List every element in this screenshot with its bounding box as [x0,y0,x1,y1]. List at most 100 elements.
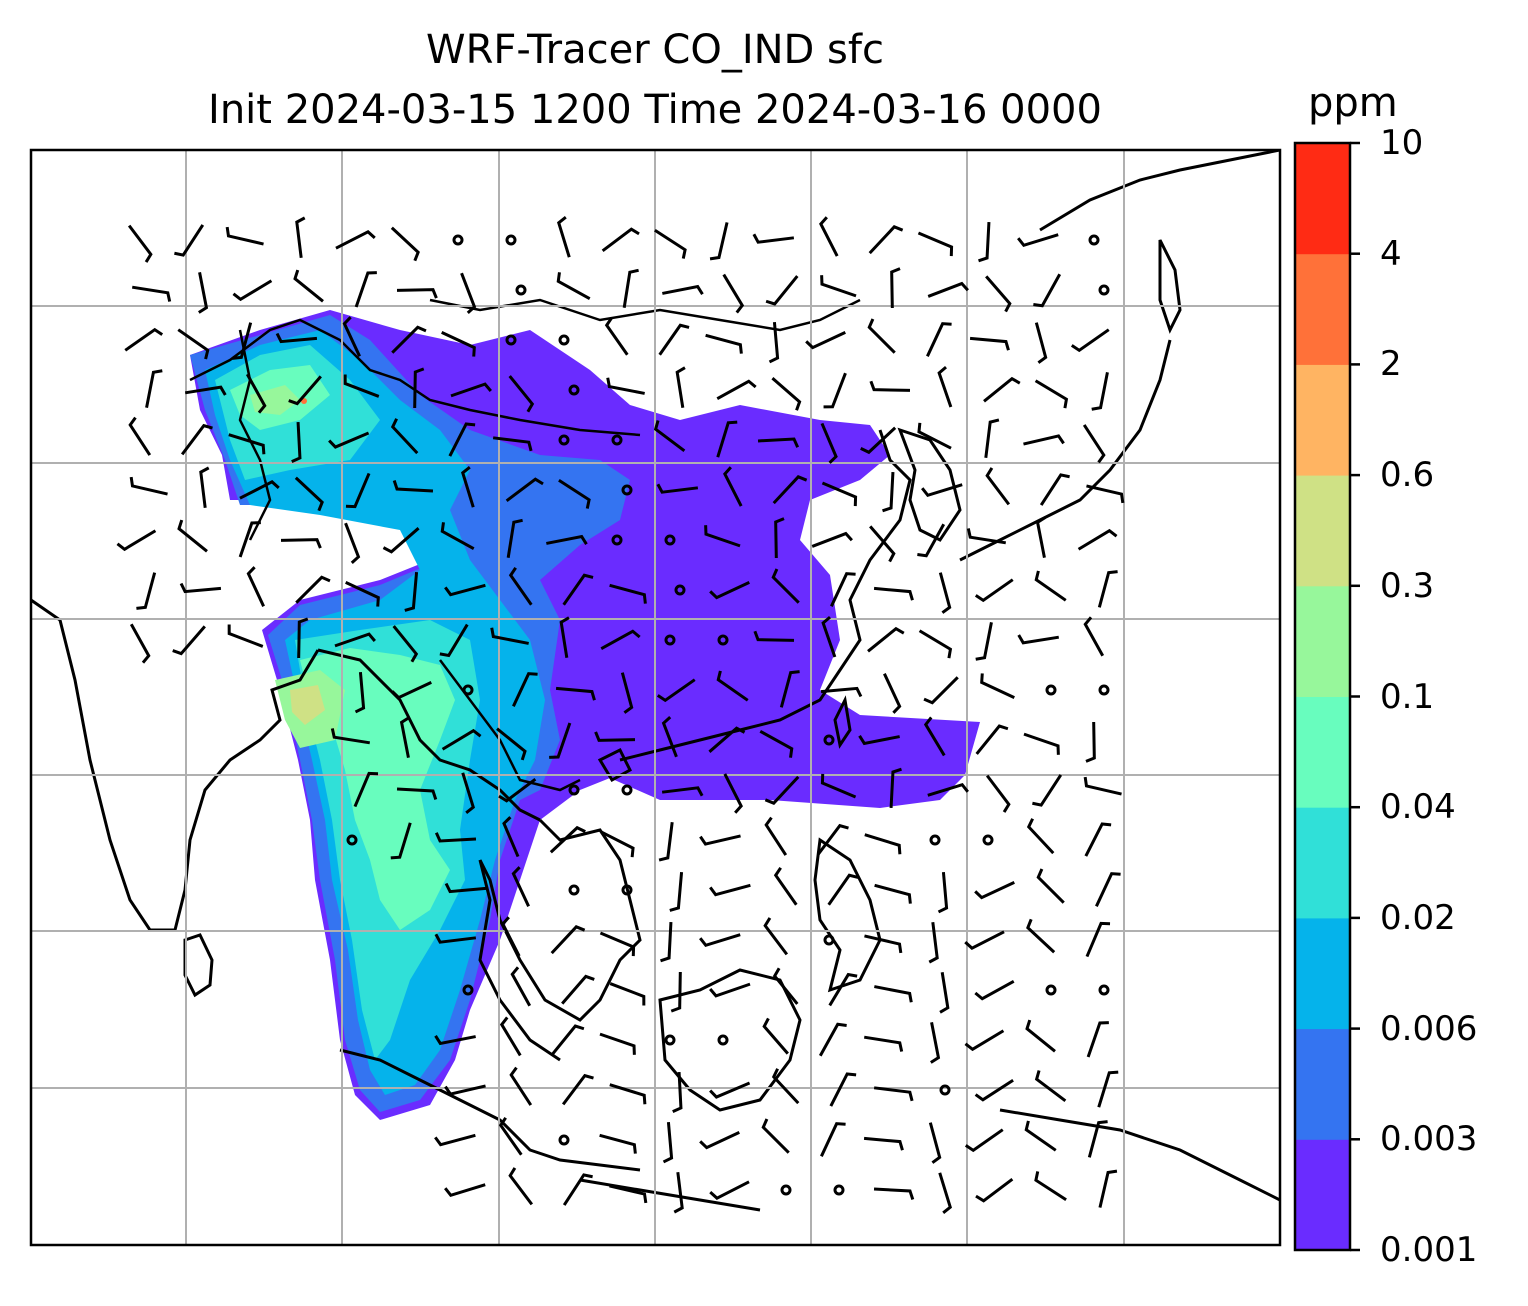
wind-barb [601,227,640,253]
wind-barb [444,882,487,894]
wind-barb [227,624,264,648]
wind-barb [128,416,152,456]
wind-barb [280,538,322,549]
calm-wind-marker [621,884,633,896]
japan [959,339,1172,562]
wind-barb [938,1172,952,1214]
wind-barb [773,866,798,906]
wind-barb [562,573,594,606]
wind-barb [765,275,799,306]
wind-barb [1083,776,1122,796]
wind-barb [390,822,412,860]
colorbar-frame [1293,141,1352,1252]
colorbar-segment [1295,1028,1350,1140]
wind-barb [594,731,636,742]
calm-wind-marker [939,1084,951,1096]
calm-wind-marker [346,834,358,846]
wind-barb [675,366,686,409]
wind-barb [127,224,153,263]
wind-barb [820,422,838,464]
wind-barb [974,979,1015,1001]
wind-barb [508,566,533,606]
sakhalin [1158,239,1182,334]
wind-barb [716,420,738,458]
colorbar-segment [1295,1139,1350,1251]
wind-barb [653,420,686,453]
wind-barb [762,1017,789,1055]
wind-barb [923,676,959,705]
calm-wind-marker [558,1134,570,1146]
wind-barb [768,321,780,364]
wind-barb [604,316,629,356]
wind-barb [294,476,324,512]
wind-barb [179,582,222,594]
wind-barb [506,518,523,559]
wind-barb [505,477,544,503]
wind-barb [869,525,896,563]
wind-barb [392,625,419,663]
wind-barb [939,971,950,1014]
java [579,1178,761,1212]
wind-barb [354,671,366,714]
wind-barb [983,376,1021,403]
wind-barb [460,272,477,314]
wind-barb [926,322,952,357]
wind-barb [1017,634,1060,645]
wind-barb [774,517,785,559]
calm-wind-marker [1045,984,1057,996]
wind-barb [199,466,210,509]
wind-barb [490,627,529,645]
wind-barb [502,816,520,858]
calm-wind-marker [1098,684,1110,696]
colorbar-segment [1295,475,1350,587]
wind-barb [246,566,265,607]
wind-barb [827,873,859,906]
wind-barb [811,531,853,548]
wind-barb [232,279,273,302]
wind-barb [883,673,902,714]
map-area [31,150,1280,1245]
wind-barb [562,1173,593,1206]
wind-barb [599,1133,637,1154]
wind-barb [1035,516,1046,558]
wind-barb [864,934,903,954]
colorbar-tick-label: 0.1 [1380,676,1435,717]
wind-barb [964,930,1005,950]
himalaya-border [189,318,641,437]
wind-barb [928,921,939,964]
wind-barb [559,616,570,659]
wind-barb [828,972,858,1007]
wind-barb [238,521,261,558]
wind-barb [771,1068,800,1105]
map-title-line2: Init 2024-03-15 1200 Time 2024-03-16 000… [208,87,1102,133]
tracer-region-0.1 [250,385,345,748]
wind-barb [501,916,521,957]
wind-barb [867,318,896,354]
calm-wind-marker [664,1034,676,1046]
wind-barb [1086,1021,1109,1058]
wind-barb [1034,379,1069,409]
calm-wind-marker [833,1184,845,1196]
colorbar-segment [1295,807,1350,919]
colorbar-tick-label: 10 [1380,123,1424,163]
wind-barb [975,622,993,661]
new-guinea [999,1108,1280,1202]
wind-barb [927,281,969,298]
wind-barb [444,1084,486,1096]
wind-barb [448,422,476,457]
wind-barb [396,787,438,800]
wind-barb [551,1024,585,1055]
wind-barb [1026,918,1056,954]
wind-barb [561,974,595,1005]
wind-barb [661,716,678,758]
colorbar-segment [1295,364,1350,476]
wind-barb [145,369,163,408]
wind-barb [985,275,1012,313]
wind-barb [964,1029,1005,1052]
bay-of-bengal-coast [317,648,541,822]
wind-barb [709,222,729,261]
wind-barb [882,471,895,513]
wind-barb [396,288,438,299]
tracer-region-0.3 [290,685,325,725]
wind-barb [974,578,1014,603]
